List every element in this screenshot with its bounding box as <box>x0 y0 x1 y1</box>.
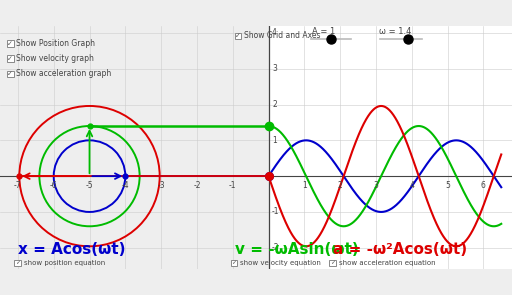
Text: -4: -4 <box>121 181 129 190</box>
Text: Show Grid and Axes: Show Grid and Axes <box>244 31 321 40</box>
Text: -3: -3 <box>157 181 165 190</box>
Text: 1: 1 <box>272 136 277 145</box>
Text: ✓: ✓ <box>15 260 20 265</box>
FancyBboxPatch shape <box>7 71 14 77</box>
Text: ✓: ✓ <box>330 260 335 265</box>
Text: ✓: ✓ <box>231 260 237 265</box>
FancyBboxPatch shape <box>231 260 238 266</box>
Text: 6: 6 <box>481 181 486 190</box>
Text: show velocity equation: show velocity equation <box>240 260 321 266</box>
Text: a = -ω²Acos(ωt): a = -ω²Acos(ωt) <box>333 242 467 257</box>
FancyBboxPatch shape <box>14 260 21 266</box>
Text: 2: 2 <box>272 100 277 109</box>
Text: show position equation: show position equation <box>24 260 105 266</box>
Text: 3: 3 <box>374 181 378 190</box>
Text: -1: -1 <box>229 181 237 190</box>
FancyBboxPatch shape <box>329 260 336 266</box>
Text: ✓: ✓ <box>8 71 13 77</box>
Text: 4: 4 <box>409 181 414 190</box>
Text: 3: 3 <box>272 64 277 73</box>
Text: 2: 2 <box>338 181 343 190</box>
Text: -2: -2 <box>272 243 280 252</box>
Text: v = -ωAsin(ωt): v = -ωAsin(ωt) <box>234 242 358 257</box>
FancyBboxPatch shape <box>234 32 241 39</box>
Text: ✓: ✓ <box>235 33 241 39</box>
Text: -1: -1 <box>272 207 280 217</box>
Text: show acceleration equation: show acceleration equation <box>339 260 435 266</box>
Text: -2: -2 <box>193 181 201 190</box>
Text: Show acceleration graph: Show acceleration graph <box>16 69 112 78</box>
Text: ✓: ✓ <box>8 41 13 47</box>
Text: ✓: ✓ <box>8 56 13 62</box>
Text: -7: -7 <box>14 181 22 190</box>
Text: -5: -5 <box>86 181 93 190</box>
Text: -6: -6 <box>50 181 57 190</box>
Text: Show Position Graph: Show Position Graph <box>16 39 95 48</box>
FancyBboxPatch shape <box>7 55 14 62</box>
FancyBboxPatch shape <box>7 40 14 47</box>
Text: ω = 1.4: ω = 1.4 <box>379 27 412 36</box>
Text: 4: 4 <box>272 28 277 37</box>
Text: x = Acos(ωt): x = Acos(ωt) <box>18 242 125 257</box>
Bar <box>268 26 512 269</box>
Text: 5: 5 <box>445 181 450 190</box>
Text: Show velocity graph: Show velocity graph <box>16 54 94 63</box>
Text: A = 1: A = 1 <box>312 27 336 36</box>
Text: 1: 1 <box>302 181 307 190</box>
